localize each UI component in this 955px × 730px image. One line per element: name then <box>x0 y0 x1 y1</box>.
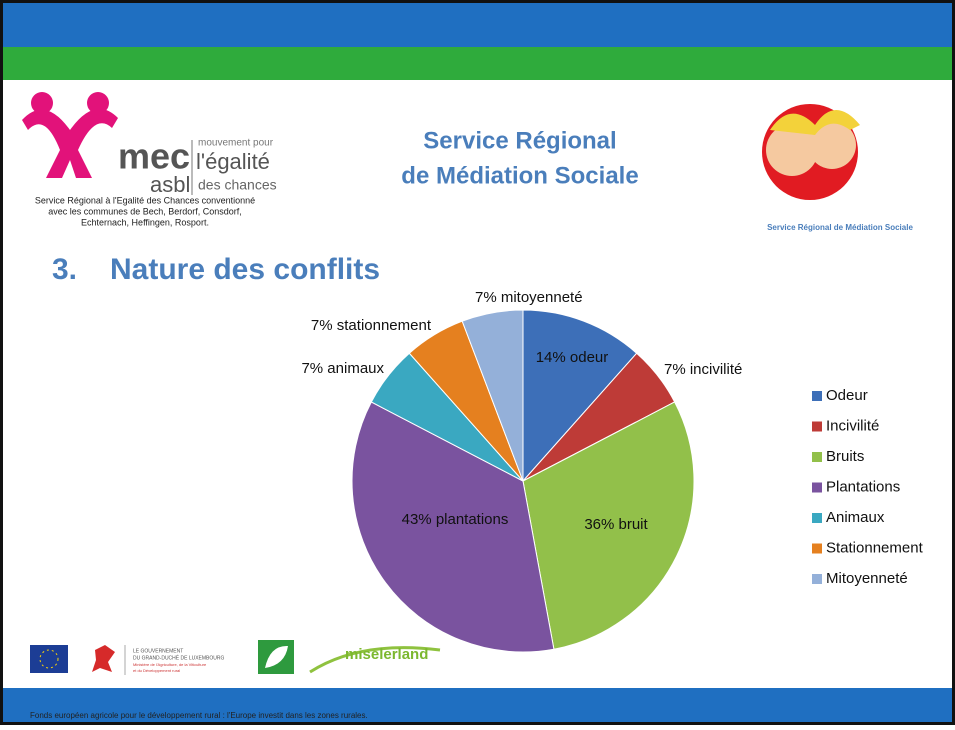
data-label: 7% stationnement <box>311 317 432 334</box>
legend-swatch <box>812 574 822 584</box>
title: de Médiation Sociale <box>401 162 638 189</box>
legend-label: Odeur <box>826 387 868 404</box>
legend-label: Animaux <box>826 509 885 526</box>
footer-note: Fonds européen agricole pour le développ… <box>30 711 368 720</box>
mec-brand: mec <box>118 136 190 177</box>
legend-swatch <box>812 391 822 401</box>
caption: Service Régional à l'Egalité des Chances… <box>35 195 255 205</box>
slide: mec asbl mouvement pour l'égalité des ch… <box>0 0 955 725</box>
data-label: 14% odeur <box>536 349 609 366</box>
section-number: 3. <box>52 253 77 286</box>
legend-swatch <box>812 513 822 523</box>
data-label: 7% mitoyenneté <box>475 289 583 306</box>
legend-label: Incivilité <box>826 417 879 434</box>
legend-swatch <box>812 452 822 462</box>
caption: Echternach, Heffingen, Rosport. <box>81 217 209 227</box>
gov-text: et du Développement rural <box>133 668 180 673</box>
mec-tagline: mouvement pour <box>198 138 274 149</box>
title: Service Régional <box>423 127 616 154</box>
data-label: 7% animaux <box>301 360 384 377</box>
miselerland: miselerland <box>345 646 428 663</box>
legend-label: Plantations <box>826 478 900 495</box>
legend-swatch <box>812 544 822 554</box>
legend-swatch <box>812 422 822 432</box>
data-label: 43% plantations <box>402 511 509 528</box>
mec-tagline: l'égalité <box>196 149 270 174</box>
legend-swatch <box>812 483 822 493</box>
caption: avec les communes de Bech, Berdorf, Cons… <box>48 206 242 216</box>
mec-tagline: des chances <box>198 177 277 193</box>
legend-label: Stationnement <box>826 539 924 556</box>
gov-text: LE GOUVERNEMENT <box>133 648 183 654</box>
legend-label: Mitoyenneté <box>826 570 908 587</box>
data-label: 36% bruit <box>584 516 648 533</box>
legend-label: Bruits <box>826 448 864 465</box>
mec-suffix: asbl <box>150 172 190 197</box>
data-label: 7% incivilité <box>664 361 742 378</box>
eu-flag <box>30 645 68 673</box>
logo-caption: Service Régional de Médiation Sociale <box>767 223 913 232</box>
gov-text: Ministère de l'Agriculture, de la Viticu… <box>133 662 207 667</box>
gov-text: DU GRAND-DUCHÉ DE LUXEMBOURG <box>133 654 225 661</box>
top-bar <box>0 0 955 47</box>
section-title: Nature des conflits <box>110 253 380 286</box>
green-bar <box>0 47 955 80</box>
